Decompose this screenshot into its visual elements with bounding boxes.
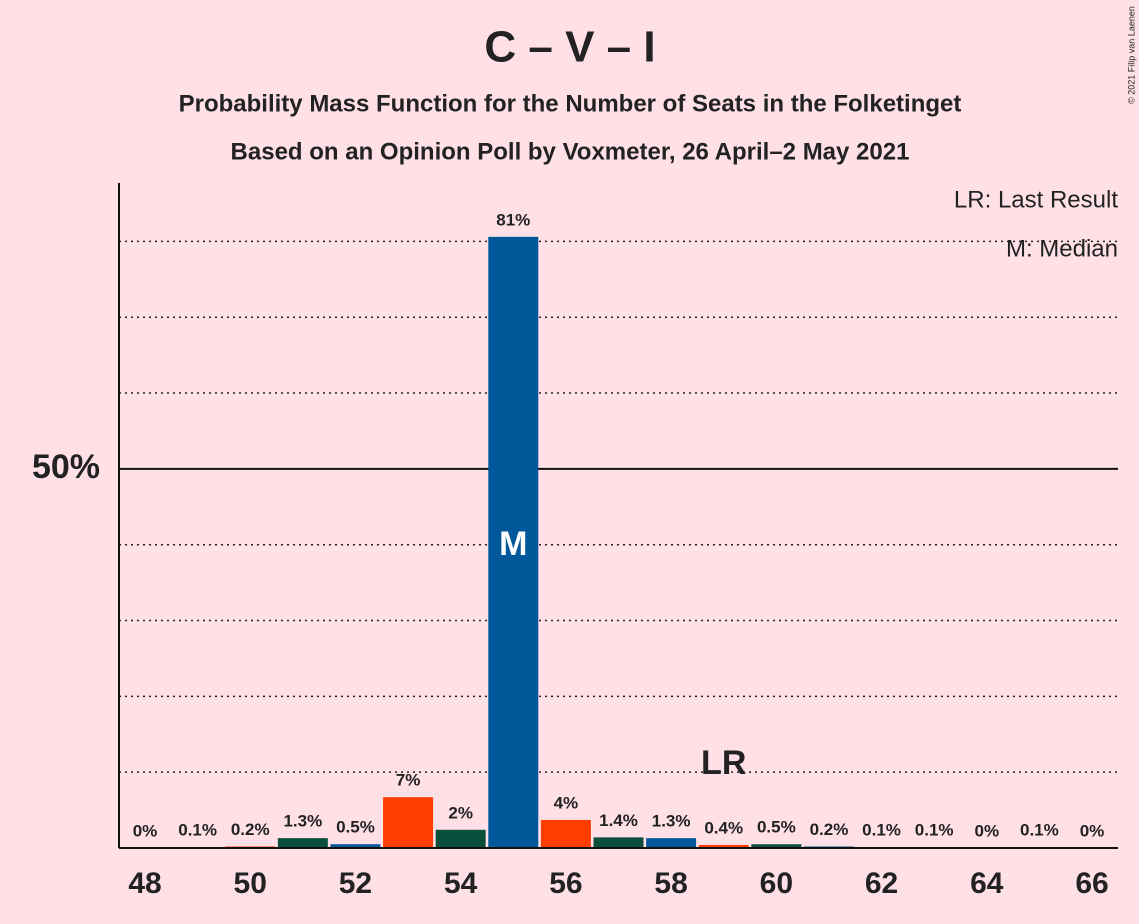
bar xyxy=(277,838,328,848)
x-tick-label: 60 xyxy=(760,867,793,900)
chart-subtitle: Based on an Opinion Poll by Voxmeter, 26… xyxy=(231,138,910,165)
data-label: 1.4% xyxy=(599,811,638,830)
chart-subtitle: Probability Mass Function for the Number… xyxy=(179,90,962,117)
legend-entry: LR: Last Result xyxy=(954,186,1118,213)
data-label: 0.1% xyxy=(862,821,901,840)
y-tick-label: 50% xyxy=(32,448,100,486)
bar xyxy=(646,838,697,848)
x-tick-label: 58 xyxy=(654,867,687,900)
x-tick-label: 62 xyxy=(865,867,898,900)
data-label: 0% xyxy=(974,821,999,840)
x-tick-label: 56 xyxy=(549,867,582,900)
bar xyxy=(330,844,381,848)
median-marker: M xyxy=(499,525,527,563)
chart-title: C – V – I xyxy=(484,23,655,72)
data-label: 0.4% xyxy=(704,818,743,837)
data-label: 0% xyxy=(1080,821,1105,840)
data-label: 4% xyxy=(554,793,579,812)
data-label: 0.1% xyxy=(178,821,217,840)
x-tick-label: 66 xyxy=(1075,867,1108,900)
data-label: 0.1% xyxy=(1020,821,1059,840)
data-label: 0.2% xyxy=(810,820,849,839)
data-label: 0.1% xyxy=(915,821,954,840)
last-result-marker: LR xyxy=(701,744,746,782)
bar xyxy=(435,829,486,848)
data-label: 0.2% xyxy=(231,820,270,839)
x-tick-label: 48 xyxy=(128,867,161,900)
copyright: © 2021 Filip van Laenen xyxy=(1126,6,1136,104)
x-tick-label: 52 xyxy=(339,867,372,900)
data-label: 81% xyxy=(496,210,530,229)
bar xyxy=(751,844,802,848)
x-tick-label: 54 xyxy=(444,867,478,900)
legend-entry: M: Median xyxy=(1006,235,1118,262)
bar xyxy=(383,797,434,848)
data-label: 0% xyxy=(133,821,158,840)
bar xyxy=(698,844,749,848)
data-label: 0.5% xyxy=(757,818,796,837)
x-tick-label: 50 xyxy=(234,867,267,900)
data-label: 7% xyxy=(396,771,421,790)
bar xyxy=(593,837,644,848)
bar xyxy=(488,236,539,849)
data-label: 2% xyxy=(448,803,473,822)
data-label: 0.5% xyxy=(336,818,375,837)
data-label: 1.3% xyxy=(652,812,691,831)
bar xyxy=(540,819,591,848)
data-label: 1.3% xyxy=(283,812,322,831)
x-tick-label: 64 xyxy=(970,867,1004,900)
